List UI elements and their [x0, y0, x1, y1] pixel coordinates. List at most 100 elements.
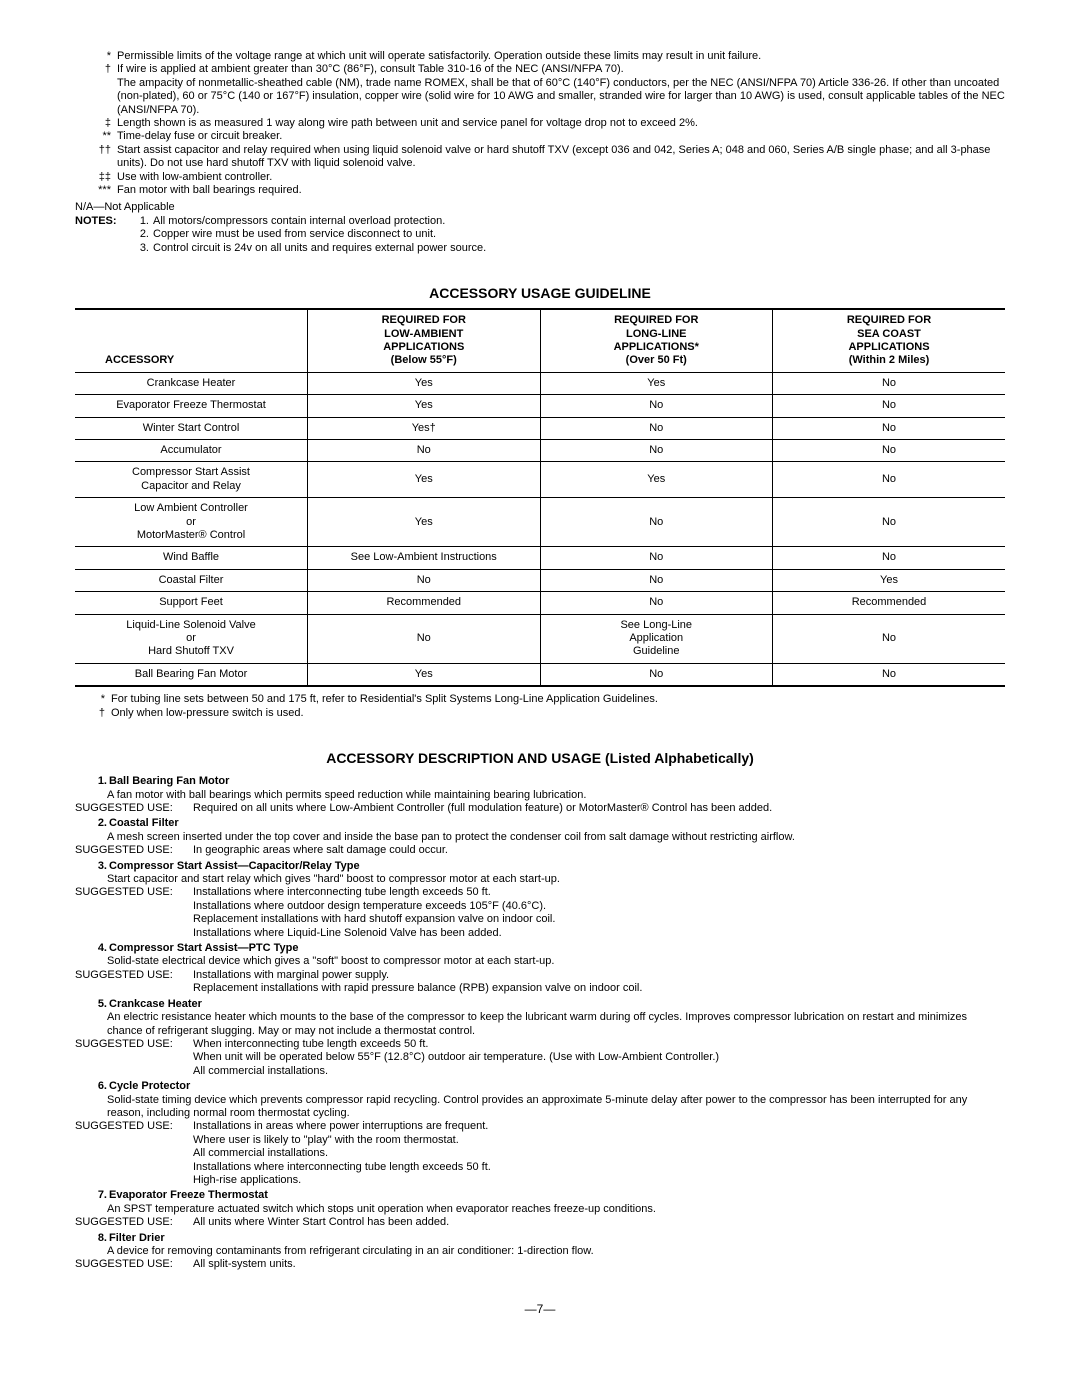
cell-low-ambient: No: [308, 440, 541, 462]
desc-number: 4.: [89, 942, 109, 955]
desc-title-text: Cycle Protector: [109, 1080, 190, 1093]
accessory-table: ACCESSORY REQUIRED FORLOW-AMBIENTAPPLICA…: [75, 308, 1005, 687]
cell-low-ambient: Yes†: [308, 417, 541, 439]
desc-number: 7.: [89, 1189, 109, 1202]
footnote-text: For tubing line sets between 50 and 175 …: [111, 693, 1005, 706]
footnote-row: **Time-delay fuse or circuit breaker.: [75, 130, 1005, 143]
suggested-line: Installations where Liquid-Line Solenoid…: [193, 927, 1005, 940]
suggested-line: All split-system units.: [193, 1258, 1005, 1271]
footnote-row: ‡‡Use with low-ambient controller.: [75, 171, 1005, 184]
suggested-line: Installations where interconnecting tube…: [193, 1161, 1005, 1174]
notes-text: Copper wire must be used from service di…: [153, 228, 436, 241]
suggested-line: All commercial installations.: [193, 1065, 1005, 1078]
desc-number: 3.: [89, 860, 109, 873]
table-footnotes: *For tubing line sets between 50 and 175…: [75, 693, 1005, 720]
footnote-text: Permissible limits of the voltage range …: [117, 50, 1005, 63]
description-item: 3.Compressor Start Assist—Capacitor/Rela…: [75, 860, 1005, 940]
footnote-symbol: †: [75, 63, 117, 117]
desc-body: A fan motor with ball bearings which per…: [75, 789, 1005, 802]
cell-low-ambient: See Low-Ambient Instructions: [308, 547, 541, 569]
cell-accessory: Liquid-Line Solenoid ValveorHard Shutoff…: [75, 614, 308, 663]
footnote-text: Fan motor with ball bearings required.: [117, 184, 1005, 197]
footnote-text: Time-delay fuse or circuit breaker.: [117, 130, 1005, 143]
table-row: Winter Start ControlYes†NoNo: [75, 417, 1005, 439]
cell-sea-coast: Recommended: [773, 592, 1006, 614]
cell-sea-coast: No: [773, 498, 1006, 547]
desc-number: 6.: [89, 1080, 109, 1093]
desc-body: Start capacitor and start relay which gi…: [75, 873, 1005, 886]
table-row: Ball Bearing Fan MotorYesNoNo: [75, 663, 1005, 686]
cell-accessory: Low Ambient ControllerorMotorMaster® Con…: [75, 498, 308, 547]
cell-accessory: Crankcase Heater: [75, 372, 308, 394]
suggested-line: In geographic areas where salt damage co…: [193, 844, 1005, 857]
footnote-symbol: ***: [75, 184, 117, 197]
description-item: 1.Ball Bearing Fan MotorA fan motor with…: [75, 775, 1005, 815]
suggested-line: When unit will be operated below 55°F (1…: [193, 1051, 1005, 1064]
table-row: Coastal FilterNoNoYes: [75, 569, 1005, 591]
page-number: —7—: [75, 1302, 1005, 1317]
notes-number: 2.: [131, 228, 153, 241]
suggested-line: Where user is likely to "play" with the …: [193, 1134, 1005, 1147]
footnote-symbol: *: [75, 50, 117, 63]
cell-low-ambient: Recommended: [308, 592, 541, 614]
table-row: Wind BaffleSee Low-Ambient Instructions N…: [75, 547, 1005, 569]
suggested-label: SUGGESTED USE:: [75, 1120, 193, 1187]
description-item: 5.Crankcase HeaterAn electric resistance…: [75, 998, 1005, 1078]
cell-long-line: See Long-LineApplicationGuideline: [540, 614, 773, 663]
suggested-lines: All units where Winter Start Control has…: [193, 1216, 1005, 1229]
suggested-line: When interconnecting tube length exceeds…: [193, 1038, 1005, 1051]
footnote-text: If wire is applied at ambient greater th…: [117, 63, 1005, 117]
footnote-symbol: **: [75, 130, 117, 143]
cell-sea-coast: No: [773, 395, 1006, 417]
cell-accessory: Support Feet: [75, 592, 308, 614]
cell-low-ambient: No: [308, 569, 541, 591]
desc-title-text: Coastal Filter: [109, 817, 179, 830]
suggested-lines: When interconnecting tube length exceeds…: [193, 1038, 1005, 1078]
cell-sea-coast: No: [773, 372, 1006, 394]
desc-body: An SPST temperature actuated switch whic…: [75, 1203, 1005, 1216]
notes-text: Control circuit is 24v on all units and …: [153, 242, 486, 255]
notes-text: All motors/compressors contain internal …: [153, 215, 445, 228]
footnote-symbol: ‡‡: [75, 171, 117, 184]
description-item: 6.Cycle ProtectorSolid-state timing devi…: [75, 1080, 1005, 1187]
table-row: Evaporator Freeze ThermostatYesNoNo: [75, 395, 1005, 417]
desc-body: A device for removing contaminants from …: [75, 1245, 1005, 1258]
table-row: AccumulatorNoNoNo: [75, 440, 1005, 462]
table-row: Crankcase HeaterYesYesNo: [75, 372, 1005, 394]
cell-low-ambient: Yes: [308, 663, 541, 686]
suggested-lines: Required on all units where Low-Ambient …: [193, 802, 1005, 815]
cell-accessory: Accumulator: [75, 440, 308, 462]
cell-accessory: Compressor Start AssistCapacitor and Rel…: [75, 462, 308, 498]
table-row: Low Ambient ControllerorMotorMaster® Con…: [75, 498, 1005, 547]
notes-number: 1.: [131, 215, 153, 228]
cell-accessory: Wind Baffle: [75, 547, 308, 569]
desc-number: 8.: [89, 1232, 109, 1245]
suggested-label: SUGGESTED USE:: [75, 969, 193, 996]
cell-sea-coast: No: [773, 547, 1006, 569]
footnote-symbol: *: [75, 693, 111, 706]
th-accessory: ACCESSORY: [75, 309, 308, 372]
desc-number: 2.: [89, 817, 109, 830]
notes-label: NOTES:: [75, 215, 131, 255]
footnote-symbol: ‡: [75, 117, 117, 130]
footnote-text: Length shown is as measured 1 way along …: [117, 117, 1005, 130]
desc-number: 5.: [89, 998, 109, 1011]
suggested-line: Required on all units where Low-Ambient …: [193, 802, 1005, 815]
suggested-lines: Installations where interconnecting tube…: [193, 886, 1005, 940]
cell-long-line: No: [540, 592, 773, 614]
footnote-row: ‡Length shown is as measured 1 way along…: [75, 117, 1005, 130]
cell-low-ambient: Yes: [308, 395, 541, 417]
desc-body: A mesh screen inserted under the top cov…: [75, 831, 1005, 844]
desc-number: 1.: [89, 775, 109, 788]
suggested-line: Installations in areas where power inter…: [193, 1120, 1005, 1133]
suggested-line: All commercial installations.: [193, 1147, 1005, 1160]
suggested-label: SUGGESTED USE:: [75, 802, 193, 815]
th-long-line: REQUIRED FORLONG-LINEAPPLICATIONS*(Over …: [540, 309, 773, 372]
suggested-line: Replacement installations with rapid pre…: [193, 982, 1005, 995]
cell-sea-coast: No: [773, 614, 1006, 663]
cell-accessory: Ball Bearing Fan Motor: [75, 663, 308, 686]
suggested-label: SUGGESTED USE:: [75, 1258, 193, 1271]
cell-sea-coast: Yes: [773, 569, 1006, 591]
desc-title-text: Compressor Start Assist—Capacitor/Relay …: [109, 860, 360, 873]
notes-number: 3.: [131, 242, 153, 255]
